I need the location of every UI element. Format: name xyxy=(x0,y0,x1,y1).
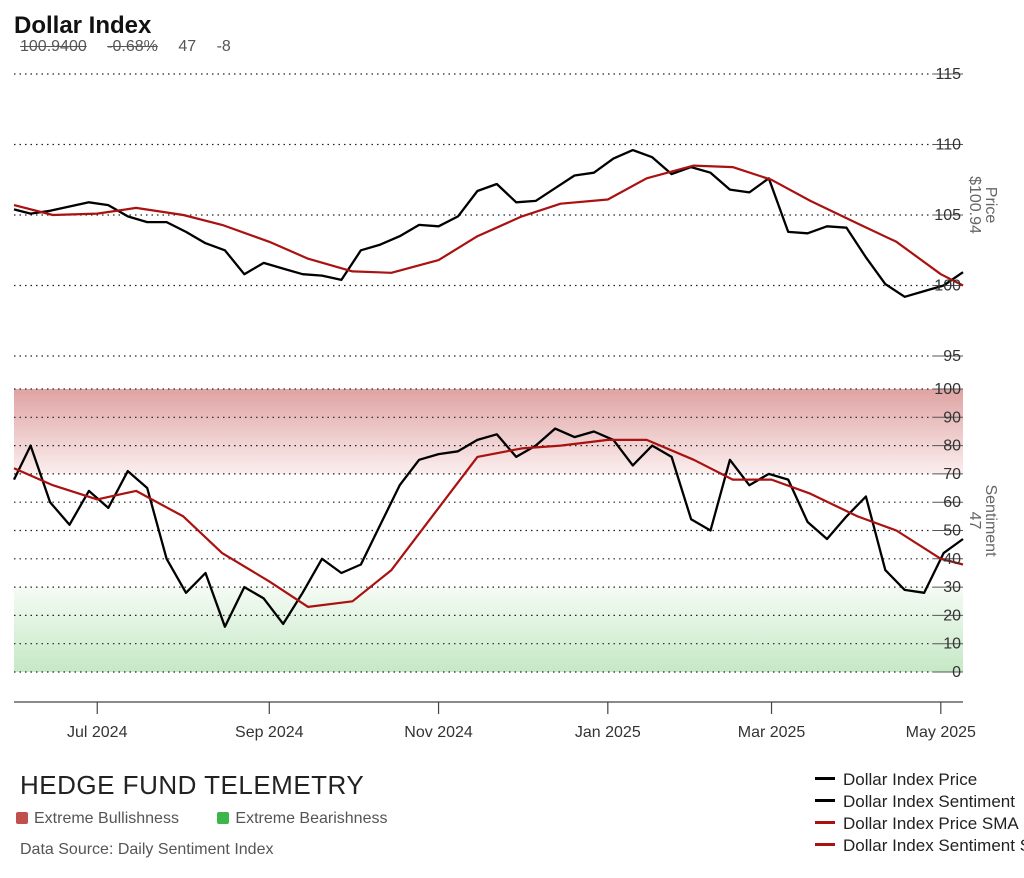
legend-label: Dollar Index Sentiment xyxy=(843,792,1015,811)
y-tick-label: 80 xyxy=(943,438,961,455)
extreme-bearish-zone xyxy=(14,587,963,672)
y-tick-label: 90 xyxy=(943,409,961,426)
x-tick-label: Sep 2024 xyxy=(235,724,304,741)
price-change: -0.68% xyxy=(107,38,158,55)
legend-item-price-sma[interactable]: Dollar Index Price SMA xyxy=(815,814,1024,836)
dollar-index-chart: 11511010510095Price$100.9410090807060504… xyxy=(12,66,999,741)
extreme-bearish-label: Extreme Bearishness xyxy=(235,810,388,827)
legend-swatch xyxy=(815,821,835,824)
y-tick-label: 50 xyxy=(943,523,961,540)
x-tick-label: Nov 2024 xyxy=(404,724,473,741)
legend-swatch xyxy=(815,843,835,846)
legend-item-sentiment[interactable]: Dollar Index Sentiment xyxy=(815,792,1024,814)
y-tick-label: 100 xyxy=(934,278,961,295)
zone-key: Extreme Bullishness Extreme Bearishness xyxy=(16,810,421,828)
legend-label: Dollar Index Sentiment SMA xyxy=(843,836,1024,855)
price-axis-label: Price$100.94 xyxy=(966,176,999,234)
chart-title: Dollar Index xyxy=(14,12,152,39)
sentiment-value: 47 xyxy=(178,38,197,55)
y-tick-label: 70 xyxy=(943,466,961,483)
y-tick-label: 60 xyxy=(943,494,961,511)
legend-item-sentiment-sma[interactable]: Dollar Index Sentiment SMA xyxy=(815,836,1024,858)
x-tick-label: Jan 2025 xyxy=(575,724,641,741)
y-tick-label: 30 xyxy=(943,579,961,596)
x-tick-label: May 2025 xyxy=(906,724,976,741)
legend-swatch xyxy=(815,799,835,802)
y-tick-label: 0 xyxy=(952,664,961,681)
x-tick-label: Jul 2024 xyxy=(67,724,128,741)
bearish-swatch xyxy=(217,812,230,824)
legend-item-price[interactable]: Dollar Index Price xyxy=(815,770,1024,792)
y-tick-label: 100 xyxy=(934,381,961,398)
y-tick-label: 40 xyxy=(943,551,961,568)
price-sma-line xyxy=(13,164,964,287)
sentiment-sma-line xyxy=(13,438,964,609)
extreme-bullish-label: Extreme Bullishness xyxy=(34,810,179,827)
sentiment-line xyxy=(12,427,964,628)
sentiment-axis-label: Sentiment47 xyxy=(966,484,999,557)
extreme-bearish-key: Extreme Bearishness xyxy=(217,810,387,828)
data-source: Data Source: Daily Sentiment Index xyxy=(20,841,274,858)
price-value: 100.9400 xyxy=(20,38,87,55)
y-tick-label: 20 xyxy=(943,607,961,624)
price-line xyxy=(13,148,964,298)
extreme-bullish-key: Extreme Bullishness xyxy=(16,810,179,828)
y-tick-label: 110 xyxy=(935,137,961,154)
y-tick-label: 10 xyxy=(943,636,961,653)
y-tick-label: 115 xyxy=(935,66,961,83)
y-tick-label: 95 xyxy=(943,348,961,365)
y-tick-label: 105 xyxy=(934,207,961,224)
legend-label: Dollar Index Price SMA xyxy=(843,814,1019,833)
brand-name: HEDGE FUND TELEMETRY xyxy=(20,770,365,800)
stats-row: 100.9400 -0.68% 47 -8 xyxy=(20,38,247,56)
x-tick-label: Mar 2025 xyxy=(738,724,806,741)
bullish-swatch xyxy=(16,812,28,824)
extreme-bullish-zone xyxy=(14,389,963,474)
legend: Dollar Index Price Dollar Index Sentimen… xyxy=(815,770,1024,858)
legend-label: Dollar Index Price xyxy=(843,770,978,789)
legend-swatch xyxy=(815,777,835,780)
sentiment-change: -8 xyxy=(216,38,231,55)
